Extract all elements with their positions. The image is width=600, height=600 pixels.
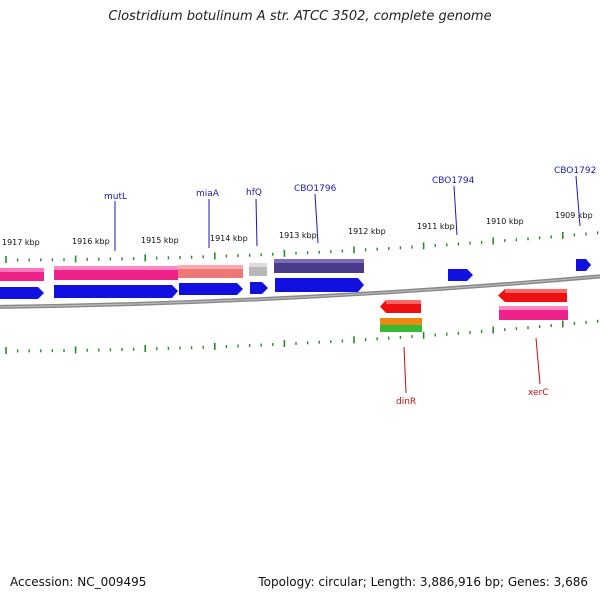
gene-label[interactable]: miaA [196, 189, 220, 199]
gene-arrow[interactable] [275, 278, 364, 292]
gene-arrow[interactable] [576, 259, 591, 271]
gene-label[interactable]: CBO1796 [294, 184, 337, 194]
tick-label: 1917 kbp [2, 238, 40, 247]
gene-arrow[interactable] [448, 269, 473, 281]
gene-arrow[interactable] [54, 285, 178, 298]
gene-labels-lower: dinR xerC [396, 337, 549, 407]
tick-label: 1912 kbp [348, 227, 386, 236]
upper-tick-row: 1917 kbp 1916 kbp 1915 kbp 1914 kbp 1913… [2, 211, 599, 263]
tick-label: 1915 kbp [141, 236, 179, 245]
map-title: Clostridium botulinum A str. ATCC 3502, … [108, 9, 492, 24]
gene-dinr-orange[interactable] [380, 318, 422, 325]
gene-dinr-green[interactable] [380, 325, 422, 332]
gene-track-upper-1 [0, 259, 364, 281]
gene-label[interactable]: hfQ [246, 188, 262, 198]
lower-tick-row [5, 319, 599, 354]
tick-label: 1916 kbp [72, 237, 110, 246]
tick-label: 1914 kbp [210, 234, 248, 243]
gene-labels-upper: mutL miaA hfQ CBO1796 CBO1794 CBO1792 [104, 166, 596, 251]
gene-label[interactable]: CBO1794 [432, 176, 475, 186]
tick-label: 1910 kbp [486, 217, 524, 226]
tick-label: 1913 kbp [279, 231, 317, 240]
tick-label: 1909 kbp [555, 211, 593, 220]
gene-label[interactable]: mutL [104, 192, 127, 202]
gene-track-lower [380, 289, 568, 332]
gene-label[interactable]: dinR [396, 397, 416, 407]
accession-text: Accession: NC_009495 [10, 575, 147, 589]
gene-label[interactable]: CBO1792 [554, 166, 596, 176]
gene-track-upper-2 [0, 259, 591, 299]
gene-arrow[interactable] [250, 282, 268, 294]
gene-label[interactable]: xerC [528, 388, 549, 398]
tick-label: 1911 kbp [417, 222, 455, 231]
gene-arrow[interactable] [179, 283, 243, 295]
gene-arrow[interactable] [0, 287, 44, 299]
genome-summary-text: Topology: circular; Length: 3,886,916 bp… [258, 575, 588, 589]
